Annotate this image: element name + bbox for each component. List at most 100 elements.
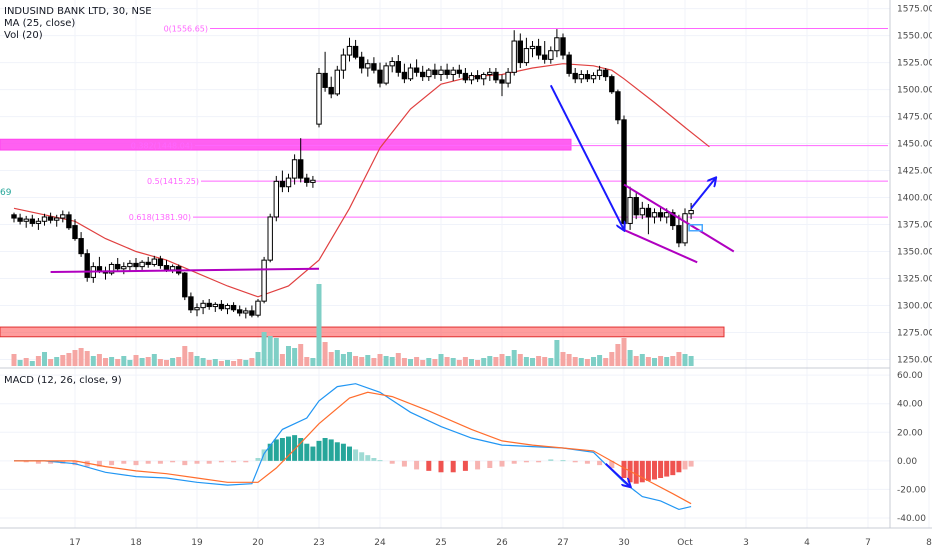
volume-bar: [84, 351, 90, 366]
candle-up: [407, 67, 414, 80]
candle-up: [346, 45, 353, 56]
volume-bar: [517, 354, 523, 366]
candle-up: [334, 69, 341, 95]
candle-down: [670, 212, 676, 227]
candle-down: [395, 61, 402, 73]
candle-down: [157, 258, 164, 267]
vol-indicator-label[interactable]: Vol (20): [4, 30, 43, 41]
candle-up: [243, 310, 249, 314]
candle-down: [572, 72, 578, 80]
candle-down: [163, 265, 170, 271]
candle-down: [542, 54, 548, 60]
macd-histogram-bar: [548, 459, 554, 461]
channel-bottom-line: [623, 229, 698, 264]
candle-up: [426, 69, 432, 78]
macd-histogram-bar: [96, 460, 102, 467]
symbol-title[interactable]: INDUSIND BANK LTD, 30, NSE: [4, 6, 152, 17]
volume-bar: [249, 358, 255, 366]
volume-bar: [371, 358, 377, 366]
candle-down: [84, 253, 90, 278]
candle-down: [657, 212, 664, 218]
macd-histogram-bar: [621, 460, 627, 478]
candle-up: [365, 63, 371, 69]
volume-bar: [145, 357, 151, 366]
volume-bar: [603, 358, 609, 366]
legend: INDUSIND BANK LTD, 30, NSE MA (25, close…: [4, 6, 152, 42]
macd-y-tick-label: 60.00: [897, 371, 923, 381]
volume-bar: [621, 338, 627, 366]
candle-up: [41, 216, 48, 222]
candle-up: [651, 212, 658, 218]
x-tick-label: 24: [374, 538, 386, 548]
volume-bar: [377, 354, 383, 366]
candle-down: [432, 69, 438, 75]
ma-indicator-label[interactable]: MA (25, close): [4, 18, 76, 29]
macd-histogram-bar: [401, 460, 407, 467]
volume-bar: [212, 359, 218, 366]
candle-down: [304, 177, 310, 183]
volume-bar: [206, 360, 212, 366]
volume-bar: [542, 357, 548, 366]
candle-down: [218, 303, 225, 310]
y-tick-label: 1250.00: [897, 355, 932, 365]
macd-indicator-label[interactable]: MACD (12, 26, close, 9): [4, 375, 122, 386]
candle-down: [615, 91, 621, 121]
macd-histogram-bar: [347, 446, 352, 461]
volume-bar: [670, 356, 676, 366]
volume-bar: [481, 358, 487, 366]
macd-histogram-bar: [688, 460, 694, 467]
x-tick-label: 26: [496, 538, 508, 548]
volume-bar: [78, 348, 84, 366]
macd-histogram-bar: [676, 460, 682, 473]
macd-histogram-bar: [206, 460, 212, 464]
macd-histogram-bar: [499, 460, 505, 467]
macd-histogram-bar: [322, 438, 328, 461]
volume-bar: [591, 357, 596, 366]
volume-bar: [658, 356, 664, 366]
macd-histogram-bar: [487, 460, 493, 468]
x-tick-label: 7: [865, 538, 871, 548]
candle-down: [182, 272, 188, 298]
volume-bar: [566, 354, 572, 366]
candle-down: [621, 119, 627, 224]
volume-bar: [493, 357, 499, 366]
candle-down: [371, 63, 377, 71]
candle-up: [194, 307, 200, 311]
candle-up: [450, 69, 456, 75]
macd-histogram-bar: [35, 460, 41, 464]
macd-histogram-bar: [450, 460, 456, 473]
candle-down: [230, 304, 237, 311]
candle-down: [517, 40, 523, 64]
candle-down: [328, 86, 334, 95]
candle-up: [664, 212, 670, 218]
macd-histogram-bar: [121, 460, 127, 464]
volume-bar: [298, 344, 304, 366]
volume-bar: [109, 357, 115, 366]
candle-up: [310, 179, 316, 183]
candle-down: [249, 310, 255, 316]
volume-bar: [139, 358, 145, 366]
volume-bar: [340, 354, 346, 366]
volume-bar: [395, 353, 401, 366]
y-tick-label: 1550.00: [897, 32, 932, 42]
y-tick-label: 1450.00: [897, 140, 932, 150]
y-tick-label: 1400.00: [897, 194, 932, 204]
volume-bar: [505, 356, 511, 366]
volume-bar: [255, 352, 261, 366]
x-tick-label: 4: [804, 538, 810, 548]
candle-down: [474, 75, 481, 80]
candle-up: [316, 72, 322, 125]
fib-level-label: 0.5(1415.25): [147, 177, 199, 186]
macd-histogram-bar: [298, 438, 304, 461]
macd-histogram-bar: [377, 460, 383, 462]
macd-histogram-bar: [72, 460, 78, 466]
candle-down: [566, 54, 572, 74]
candle-up: [468, 75, 475, 81]
candle-up: [340, 54, 347, 71]
macd-histogram-bar: [475, 460, 481, 470]
volume-bar: [310, 358, 316, 366]
candle-down: [352, 45, 359, 58]
x-tick-label: 3: [743, 538, 749, 548]
volume-bar: [548, 358, 554, 366]
